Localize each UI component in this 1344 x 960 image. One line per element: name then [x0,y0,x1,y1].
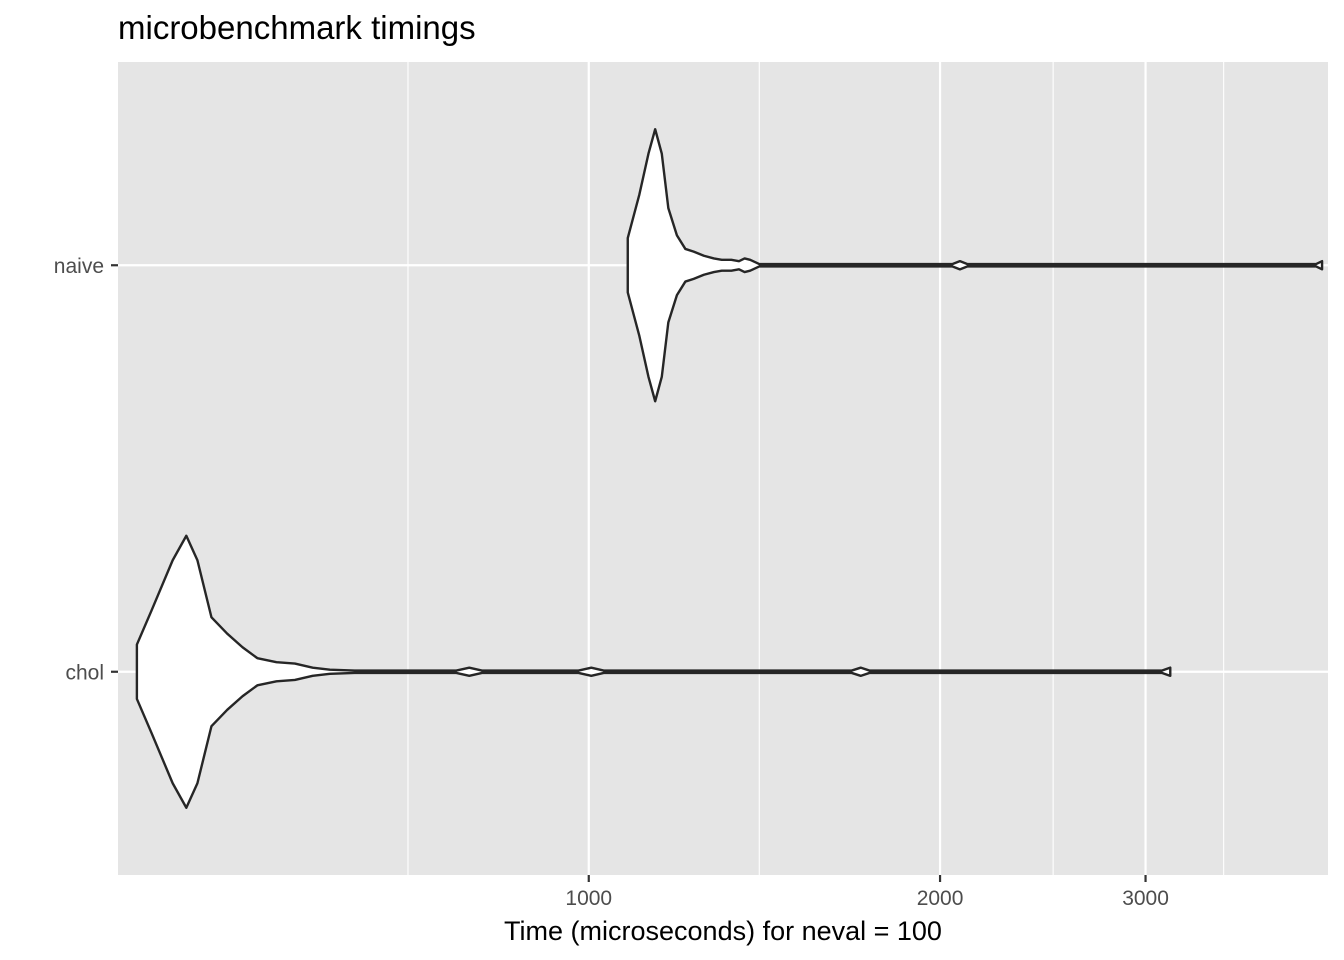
y-tick-label: chol [65,661,104,684]
y-axis: chol naive [54,255,118,684]
violins [135,128,1324,809]
chart-title: microbenchmark timings [118,9,476,46]
violin-naive [626,128,1324,403]
x-axis-title: Time (microseconds) for neval = 100 [504,916,942,946]
x-tick-label: 1000 [565,887,612,910]
plot-panel [118,62,1328,875]
x-axis: 1000 2000 3000 [565,875,1169,910]
minor-gridlines [407,62,1225,875]
violin-chol [135,534,1172,809]
x-tick-label: 2000 [917,887,964,910]
y-tick-label: naive [54,255,104,278]
x-tick-label: 3000 [1122,887,1169,910]
